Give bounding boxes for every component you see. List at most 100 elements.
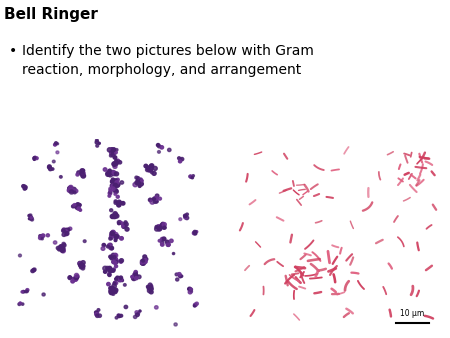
Circle shape [113, 165, 117, 168]
Circle shape [140, 179, 143, 182]
Circle shape [22, 185, 25, 188]
Circle shape [116, 276, 119, 280]
Circle shape [76, 173, 79, 176]
Circle shape [132, 276, 136, 280]
Circle shape [108, 268, 111, 271]
Circle shape [139, 310, 141, 312]
Text: •: • [9, 44, 17, 58]
Circle shape [79, 262, 82, 265]
Circle shape [117, 277, 121, 280]
Circle shape [102, 243, 105, 247]
Circle shape [133, 183, 137, 187]
Circle shape [141, 260, 145, 264]
Circle shape [63, 230, 68, 234]
Circle shape [29, 214, 32, 217]
Circle shape [150, 167, 153, 170]
Circle shape [110, 246, 113, 250]
Circle shape [81, 261, 85, 265]
Circle shape [79, 263, 82, 267]
Circle shape [109, 287, 112, 290]
Circle shape [138, 185, 141, 187]
Circle shape [109, 154, 112, 157]
Circle shape [114, 265, 117, 268]
Circle shape [42, 293, 45, 296]
Circle shape [146, 166, 149, 170]
Circle shape [111, 187, 115, 191]
Circle shape [59, 248, 62, 251]
Circle shape [19, 302, 21, 304]
Circle shape [120, 237, 123, 240]
Circle shape [143, 255, 147, 259]
Circle shape [28, 215, 30, 217]
Circle shape [155, 196, 157, 199]
Circle shape [179, 218, 182, 221]
Circle shape [112, 215, 117, 219]
Circle shape [33, 269, 35, 271]
Circle shape [33, 268, 36, 271]
Circle shape [95, 141, 99, 144]
Circle shape [144, 259, 147, 261]
Circle shape [49, 167, 52, 171]
Circle shape [115, 160, 117, 162]
Circle shape [113, 156, 117, 159]
Circle shape [66, 228, 70, 232]
Circle shape [115, 179, 118, 181]
Circle shape [115, 162, 118, 165]
Circle shape [154, 306, 158, 309]
Circle shape [68, 276, 72, 280]
Circle shape [114, 172, 118, 176]
Circle shape [107, 170, 112, 174]
Circle shape [111, 152, 114, 155]
Circle shape [68, 186, 73, 190]
Circle shape [21, 303, 24, 305]
Circle shape [65, 232, 69, 235]
Circle shape [108, 173, 110, 176]
Circle shape [18, 303, 21, 306]
Circle shape [80, 169, 85, 173]
Circle shape [109, 243, 112, 246]
Circle shape [117, 200, 121, 204]
Circle shape [113, 281, 118, 285]
Circle shape [147, 166, 151, 170]
Circle shape [121, 279, 123, 282]
Circle shape [110, 184, 114, 188]
Circle shape [74, 277, 77, 280]
Circle shape [149, 287, 153, 291]
Circle shape [61, 249, 65, 253]
Circle shape [149, 169, 153, 172]
Circle shape [62, 242, 65, 246]
Circle shape [106, 172, 109, 175]
Circle shape [108, 195, 111, 197]
Circle shape [174, 323, 177, 326]
Circle shape [108, 243, 112, 247]
Circle shape [157, 225, 160, 227]
Circle shape [190, 176, 193, 178]
Circle shape [111, 154, 115, 157]
Circle shape [115, 277, 117, 280]
Circle shape [115, 183, 117, 186]
Circle shape [30, 216, 32, 218]
Circle shape [114, 235, 118, 239]
Circle shape [190, 290, 193, 293]
Circle shape [152, 172, 156, 175]
Circle shape [108, 273, 111, 276]
Circle shape [144, 258, 148, 261]
Circle shape [186, 213, 189, 216]
Circle shape [114, 201, 117, 204]
Circle shape [175, 273, 178, 276]
Circle shape [54, 241, 57, 244]
Circle shape [111, 230, 115, 235]
Circle shape [119, 260, 122, 263]
Circle shape [110, 269, 113, 272]
Circle shape [81, 174, 86, 178]
Circle shape [72, 187, 76, 191]
Circle shape [133, 273, 138, 277]
Circle shape [125, 227, 129, 231]
Circle shape [149, 165, 153, 169]
Circle shape [137, 182, 140, 185]
Circle shape [150, 200, 155, 204]
Circle shape [115, 215, 118, 218]
Circle shape [179, 160, 182, 163]
Circle shape [179, 275, 182, 278]
Text: Identify the two pictures below with Gram
reaction, morphology, and arrangement: Identify the two pictures below with Gra… [22, 44, 315, 77]
